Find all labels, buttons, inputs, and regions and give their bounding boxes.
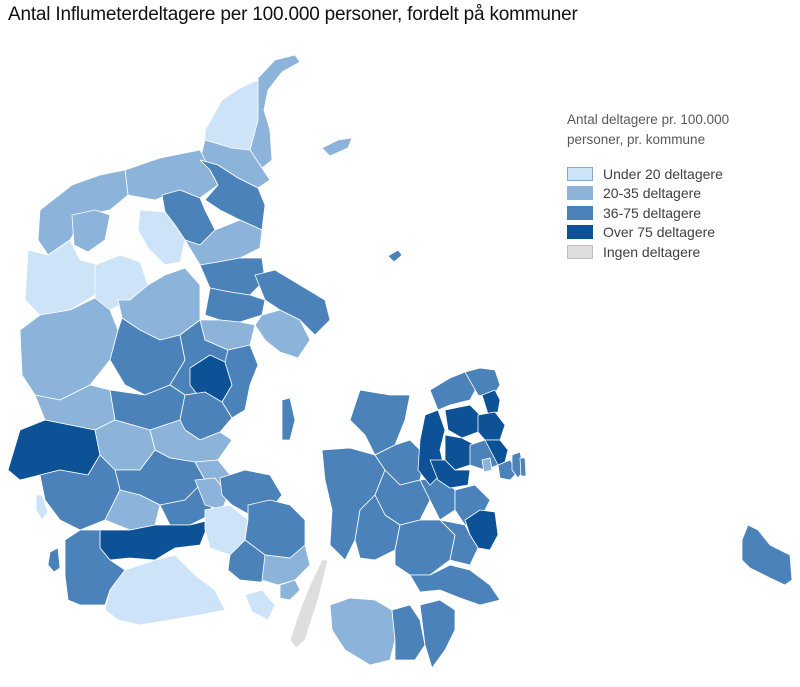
legend-swatch — [567, 205, 593, 220]
region-faxe[interactable] — [439, 519, 479, 566]
region-lolland[interactable] — [329, 597, 396, 666]
legend-item-under-20: Under 20 deltagere — [567, 164, 767, 184]
region-gribskov[interactable] — [464, 367, 501, 399]
region-faaborg[interactable] — [261, 544, 311, 586]
region-bornholm[interactable] — [741, 524, 793, 586]
region-halsnaes[interactable] — [429, 371, 479, 411]
region-guldborgsund[interactable] — [391, 604, 426, 661]
region-randers[interactable] — [204, 287, 266, 323]
region-falster[interactable] — [419, 599, 456, 669]
region-saltholm[interactable] — [519, 457, 527, 477]
region-hjorring[interactable] — [204, 79, 259, 153]
legend-label: Ingen deltagere — [603, 243, 701, 260]
region-ringkobing[interactable] — [7, 419, 101, 481]
legend-swatch — [567, 166, 593, 181]
legend: Antal deltagere pr. 100.000 personer, pr… — [567, 110, 767, 262]
region-samso[interactable] — [281, 397, 296, 441]
region-anholt[interactable] — [387, 249, 403, 263]
region-ingen-langeland[interactable] — [289, 559, 329, 649]
legend-item-over-75: Over 75 deltagere — [567, 223, 767, 243]
region-holstebro[interactable] — [19, 297, 119, 401]
region-fano[interactable] — [35, 494, 49, 521]
region-vesthimmerland[interactable] — [137, 209, 186, 266]
region-helsingor[interactable] — [481, 389, 501, 415]
region-aero[interactable] — [244, 589, 276, 621]
region-copenhagen[interactable] — [484, 439, 509, 466]
region-syddjurs[interactable] — [254, 309, 311, 359]
region-jammerbugt[interactable] — [124, 149, 219, 201]
legend-swatch — [567, 225, 593, 240]
legend-swatch — [567, 244, 593, 259]
region-dragor[interactable] — [481, 457, 493, 473]
region-aabenraa[interactable] — [104, 554, 226, 626]
legend-swatch — [567, 186, 593, 201]
region-roskilde[interactable] — [429, 459, 471, 489]
region-romo[interactable] — [47, 547, 61, 573]
legend-title: Antal deltagere pr. 100.000 personer, pr… — [567, 110, 767, 150]
map-title: Antal Influmeterdeltagere per 100.000 pe… — [8, 4, 578, 25]
legend-title-line2: personer, pr. kommune — [567, 132, 706, 147]
legend-items: Under 20 deltagere 20-35 deltagere 36-75… — [567, 164, 767, 262]
region-rudersdal[interactable] — [477, 411, 506, 441]
legend-label: 20-35 deltagere — [603, 185, 702, 202]
legend-label: 36-75 deltagere — [603, 204, 702, 221]
legend-title-line1: Antal deltagere pr. 100.000 — [567, 112, 730, 127]
legend-item-36-75: 36-75 deltagere — [567, 203, 767, 223]
legend-item-20-35: 20-35 deltagere — [567, 184, 767, 204]
region-hillerod[interactable] — [444, 404, 481, 439]
legend-label: Over 75 deltagere — [603, 224, 716, 241]
region-vordingborg[interactable] — [409, 564, 501, 606]
legend-item-ingen: Ingen deltagere — [567, 242, 767, 262]
region-middelfart[interactable] — [194, 477, 229, 511]
region-laeso[interactable] — [321, 137, 353, 157]
region-langeland[interactable] — [279, 579, 301, 601]
region-norddjurs[interactable] — [254, 269, 331, 336]
region-haderslev[interactable] — [99, 519, 211, 561]
region-morsø[interactable] — [71, 209, 111, 253]
region-aarhus-south[interactable] — [221, 344, 259, 419]
legend-label: Under 20 deltagere — [603, 165, 723, 182]
